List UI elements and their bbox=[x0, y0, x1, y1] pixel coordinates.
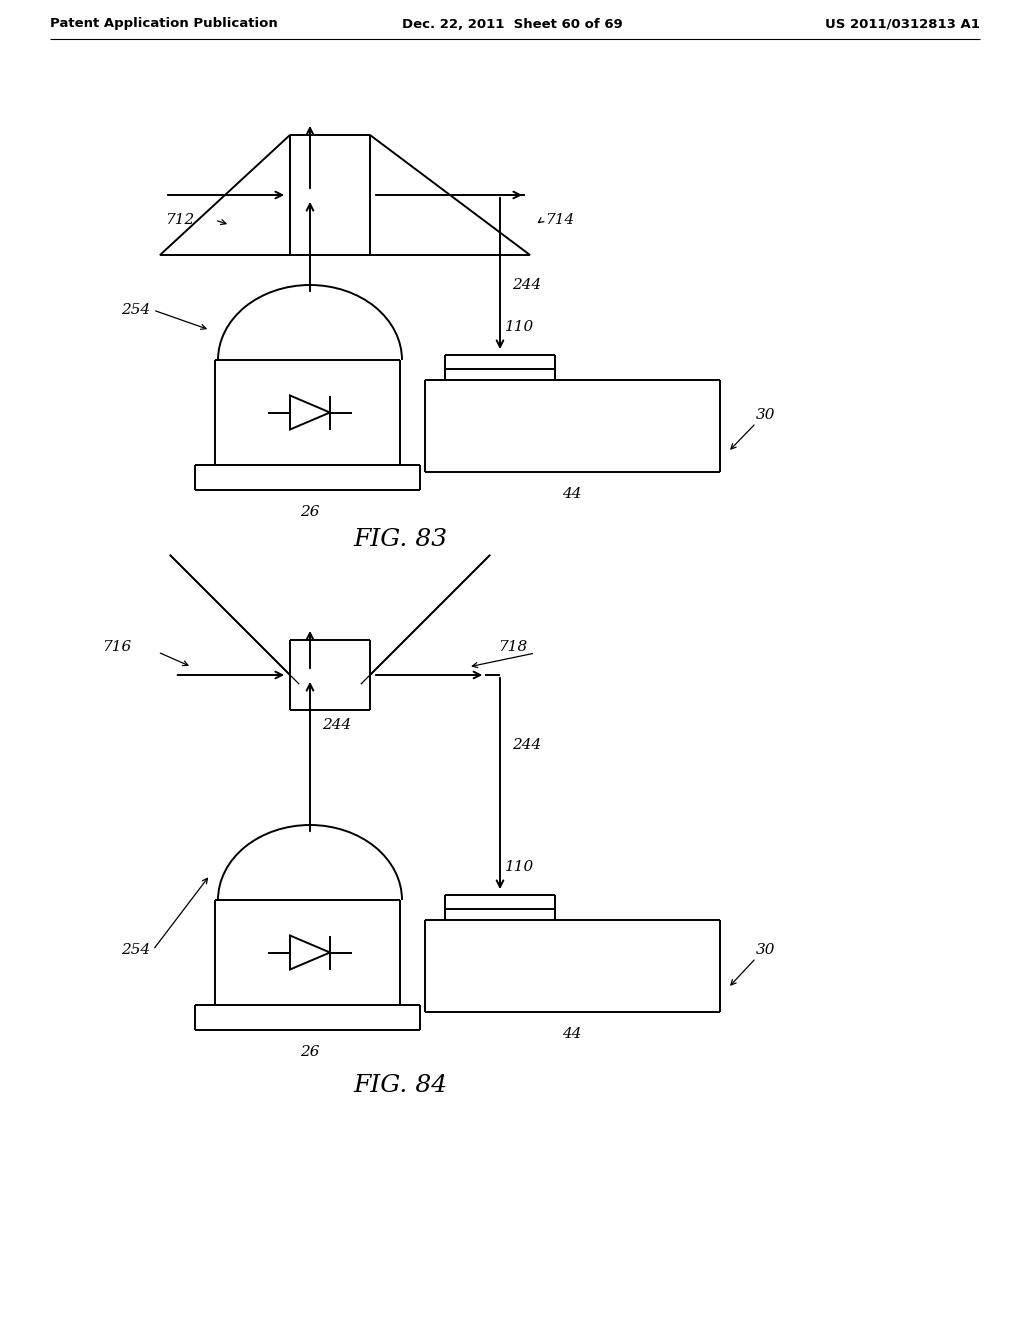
Text: 26: 26 bbox=[300, 1045, 319, 1059]
Text: 244: 244 bbox=[512, 738, 542, 752]
Text: US 2011/0312813 A1: US 2011/0312813 A1 bbox=[825, 17, 980, 30]
Text: 244: 244 bbox=[512, 279, 542, 292]
Text: 26: 26 bbox=[300, 506, 319, 519]
Text: 30: 30 bbox=[756, 408, 775, 422]
Text: FIG. 84: FIG. 84 bbox=[353, 1073, 447, 1097]
Text: Patent Application Publication: Patent Application Publication bbox=[50, 17, 278, 30]
Text: 718: 718 bbox=[499, 640, 527, 653]
Text: FIG. 83: FIG. 83 bbox=[353, 528, 447, 552]
Text: 44: 44 bbox=[562, 1027, 582, 1041]
Text: 30: 30 bbox=[756, 942, 775, 957]
Text: 716: 716 bbox=[101, 640, 131, 653]
Text: Dec. 22, 2011  Sheet 60 of 69: Dec. 22, 2011 Sheet 60 of 69 bbox=[401, 17, 623, 30]
Text: 44: 44 bbox=[562, 487, 582, 502]
Text: 244: 244 bbox=[322, 718, 351, 733]
Text: 712: 712 bbox=[165, 213, 195, 227]
Text: 714: 714 bbox=[545, 213, 574, 227]
Text: 110: 110 bbox=[505, 319, 535, 334]
Text: 254: 254 bbox=[121, 304, 150, 317]
Text: 110: 110 bbox=[505, 861, 535, 874]
Text: 254: 254 bbox=[121, 942, 150, 957]
